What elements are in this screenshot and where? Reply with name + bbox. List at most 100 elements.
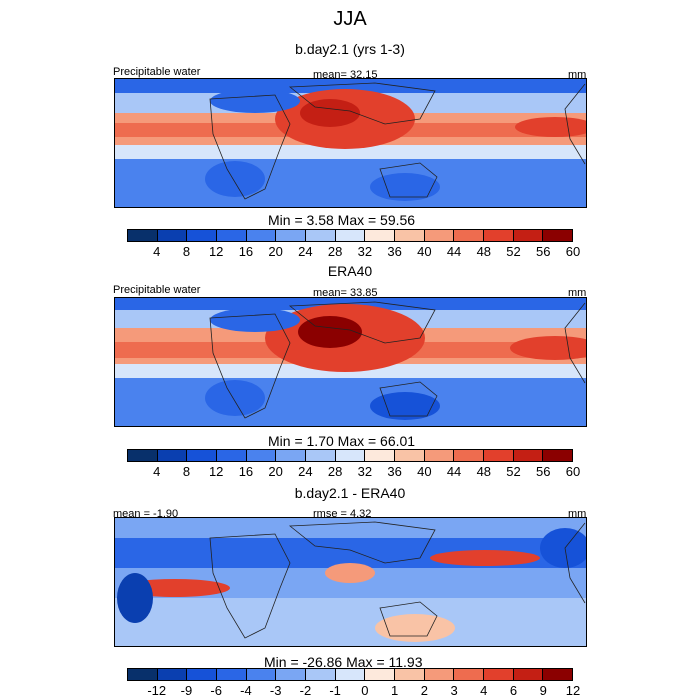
coastline-australia [379, 381, 438, 417]
coastline-australia [379, 601, 438, 637]
colorbar-cell [335, 669, 366, 680]
colorbar-cell [246, 450, 277, 461]
field-australia-dry [370, 392, 440, 420]
colorbar-cell [484, 450, 514, 461]
tick-label: -4 [240, 683, 252, 698]
tick-label: 4 [480, 683, 488, 698]
field-negative-bias-east [540, 528, 586, 568]
colorbar-cell [306, 669, 336, 680]
colorbar-cell [424, 230, 455, 241]
panel-3-colorbar-ticks: -12 -9 -6 -4 -3 -2 -1 0 1 2 3 4 6 9 12 [127, 683, 580, 699]
tick-label: 56 [536, 244, 551, 259]
colorbar-cell [157, 450, 188, 461]
colorbar-cell [335, 230, 366, 241]
tick-label: 2 [420, 683, 428, 698]
colorbar-cell [128, 230, 158, 241]
colorbar-cell [217, 230, 247, 241]
tick-label: 36 [387, 244, 402, 259]
tick-label: 20 [268, 244, 283, 259]
colorbar-cell [276, 450, 307, 461]
tick-label: -9 [180, 683, 193, 698]
field-band-south [115, 598, 586, 646]
colorbar-cell [513, 669, 544, 680]
panel-1-field [115, 79, 586, 207]
tick-label: 40 [417, 464, 432, 479]
colorbar-cell [454, 450, 485, 461]
coastline-africa [209, 533, 291, 639]
panel-1-map [114, 78, 587, 208]
tick-label: 24 [298, 244, 313, 259]
field-positive-bias-indian [325, 563, 375, 583]
panel-2-variable-label: Precipitable water [113, 284, 201, 296]
tick-label: 44 [446, 464, 462, 479]
coastline-australia [379, 162, 438, 198]
colorbar-cell [395, 230, 425, 241]
field-southern-africa-dry [205, 380, 265, 416]
field-positive-bias-pacific [430, 550, 540, 566]
colorbar-cell [513, 230, 544, 241]
tick-label: 40 [417, 244, 432, 259]
tick-label: 56 [536, 464, 551, 479]
colorbar-cell [128, 450, 158, 461]
tick-label: 12 [208, 244, 224, 259]
field-band-south [115, 378, 586, 426]
colorbar-cell [395, 450, 425, 461]
panel-1-title: b.day2.1 (yrs 1-3) [295, 41, 405, 57]
colorbar-cell [276, 230, 307, 241]
coastline-africa [209, 94, 291, 200]
colorbar-cell [484, 669, 514, 680]
tick-label: -6 [210, 683, 222, 698]
panel-1-colorbar-ticks: 4 8 12 16 20 24 28 32 36 40 44 48 52 56 … [127, 244, 580, 260]
tick-label: -2 [299, 683, 312, 698]
colorbar-cell [276, 669, 307, 680]
colorbar-cell [217, 450, 247, 461]
panel-3-minmax: Min = -26.86 Max = 11.93 [264, 654, 423, 670]
panel-2-colorbar-ticks: 4 8 12 16 20 24 28 32 36 40 44 48 52 56 … [127, 464, 580, 480]
tick-label: 20 [268, 464, 283, 479]
colorbar-cell [454, 669, 485, 680]
colorbar-cell [187, 450, 218, 461]
tick-label: 4 [153, 244, 161, 259]
tick-label: 52 [506, 244, 521, 259]
field-band-north [115, 518, 586, 538]
tick-label: 16 [238, 464, 254, 479]
tick-label: 0 [361, 683, 369, 698]
tick-label: 32 [357, 244, 373, 259]
tick-label: 12 [565, 683, 581, 698]
tick-label: 24 [298, 464, 313, 479]
coastline-africa [209, 313, 291, 419]
tick-label: 28 [327, 464, 343, 479]
coastline-eurasia [288, 82, 436, 125]
field-east-pacific [515, 117, 586, 137]
tick-label: 28 [327, 244, 343, 259]
field-warm-pool-core [300, 99, 360, 127]
colorbar-cell [157, 669, 188, 680]
colorbar-cell [157, 230, 188, 241]
panel-3-colorbar [127, 668, 573, 681]
colorbar-cell [365, 230, 396, 241]
tick-label: 1 [390, 683, 399, 698]
colorbar-cell [513, 450, 544, 461]
tick-label: -12 [147, 683, 167, 698]
tick-label: 4 [153, 464, 161, 479]
tick-label: 8 [182, 244, 191, 259]
field-warm-pool-core [298, 316, 362, 348]
panel-2-map [114, 297, 587, 427]
colorbar-cell [246, 669, 277, 680]
colorbar-cell [395, 669, 425, 680]
colorbar-cell [306, 230, 336, 241]
tick-label: 16 [238, 244, 254, 259]
colorbar-cell [128, 669, 158, 680]
field-negative-bias-americas [117, 573, 153, 623]
coastline-americas [564, 83, 586, 165]
colorbar-cell [365, 450, 396, 461]
field-southern-africa-dry [205, 161, 265, 197]
tick-label: 32 [357, 464, 373, 479]
coastline-eurasia [288, 301, 436, 344]
panel-3-field [115, 518, 586, 646]
field-australia-dry [370, 173, 440, 201]
tick-label: -3 [269, 683, 282, 698]
panel-1-variable-label: Precipitable water [113, 66, 201, 78]
tick-label: 9 [539, 683, 547, 698]
panel-2-units-label: mm [568, 287, 587, 299]
